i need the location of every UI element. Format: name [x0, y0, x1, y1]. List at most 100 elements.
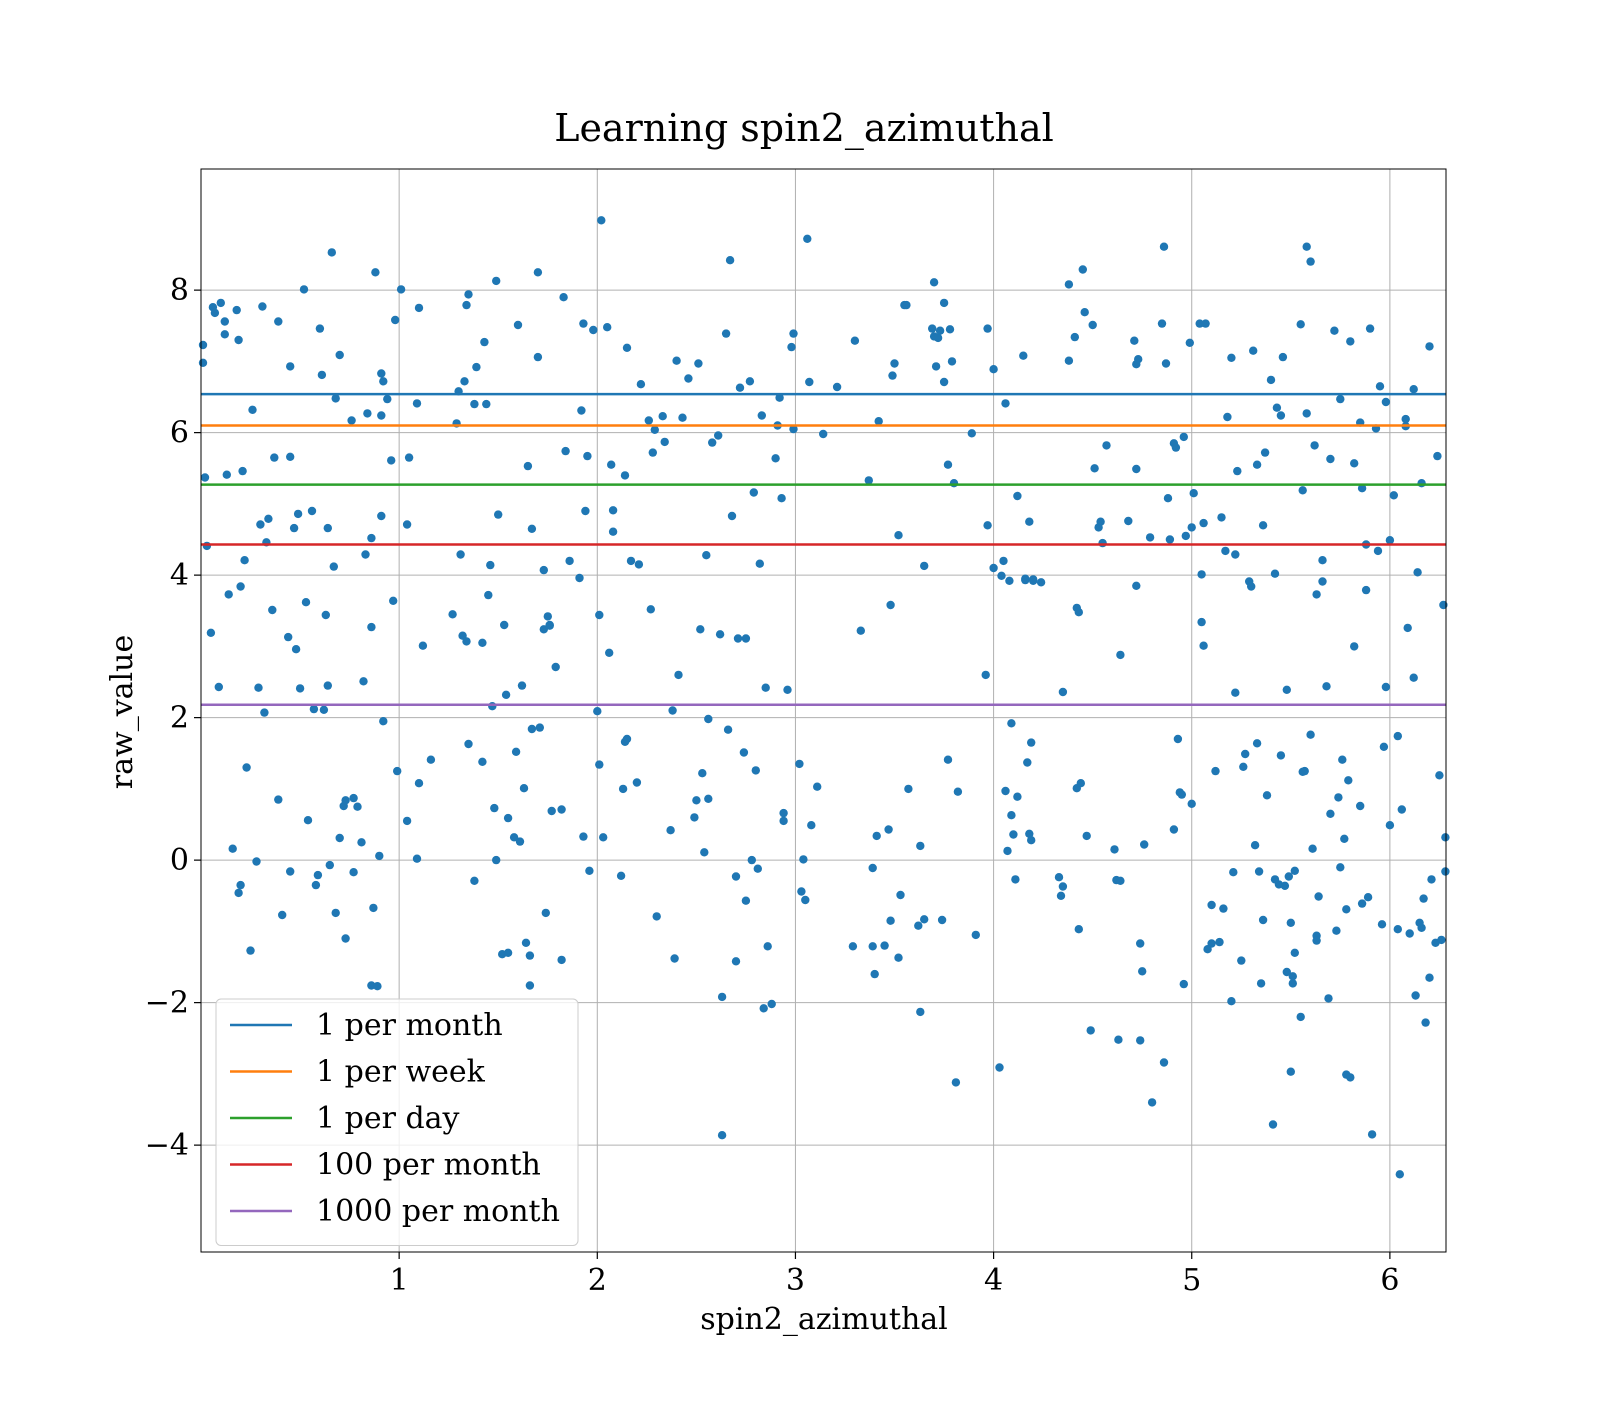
scatter-point: [1441, 867, 1450, 876]
scatter-point: [1306, 730, 1315, 739]
scatter-point: [704, 794, 713, 803]
scatter-point: [1254, 867, 1264, 876]
scatter-point: [783, 685, 792, 694]
scatter-point: [1027, 836, 1036, 845]
scatter-point: [284, 632, 293, 642]
legend-label: 1000 per month: [316, 1194, 560, 1229]
scatter-point: [325, 860, 334, 870]
scatter-point: [375, 851, 384, 861]
scatter-point: [1025, 517, 1034, 526]
scatter-point: [1357, 899, 1367, 908]
scatter-point: [1013, 792, 1022, 801]
scatter-point: [759, 1004, 768, 1013]
scatter-point: [383, 394, 392, 404]
scatter-point: [890, 359, 899, 368]
scatter-point: [472, 362, 481, 372]
scatter-point: [1231, 688, 1240, 697]
scatter-point: [832, 382, 842, 392]
scatter-point: [462, 637, 471, 646]
scatter-point: [1114, 1035, 1123, 1044]
scatter-point: [626, 556, 636, 566]
scatter-point: [482, 399, 491, 409]
scatter-point: [1179, 432, 1189, 442]
scatter-point: [1201, 319, 1210, 328]
scatter-point: [341, 934, 350, 943]
scatter-point: [1334, 793, 1343, 802]
scatter-point: [761, 683, 770, 692]
scatter-point: [616, 871, 626, 880]
scatter-point: [557, 805, 566, 814]
scatter-point: [1338, 755, 1347, 764]
scatter-point: [547, 806, 556, 816]
scatter-point: [541, 908, 550, 918]
scatter-point: [943, 460, 953, 469]
scatter-point: [741, 896, 751, 905]
scatter-point: [278, 910, 287, 920]
scatter-point: [313, 870, 323, 880]
scatter-point: [335, 833, 344, 843]
scatter-point: [503, 948, 513, 957]
scatter-point: [902, 300, 911, 310]
scatter-point: [456, 550, 465, 559]
scatter-point: [690, 813, 699, 822]
scatter-point: [1300, 766, 1309, 776]
scatter-point: [856, 626, 865, 635]
scatter-point: [747, 855, 756, 865]
scatter-point: [323, 523, 332, 533]
scatter-point: [268, 605, 277, 615]
scatter-point: [371, 268, 380, 277]
scatter-point: [777, 494, 786, 503]
scatter-point: [511, 747, 521, 756]
scatter-point: [1298, 486, 1307, 495]
scatter-point: [1140, 840, 1149, 849]
scatter-point: [515, 837, 525, 846]
scatter-point: [1027, 738, 1036, 747]
scatter-point: [894, 531, 903, 540]
scatter-point: [222, 470, 231, 479]
scatter-point: [1086, 1026, 1095, 1035]
scatter-point: [999, 556, 1008, 566]
scatter-point: [303, 816, 313, 825]
scatter-point: [753, 864, 762, 873]
scatter-point: [1397, 805, 1407, 814]
scatter-point: [478, 638, 487, 647]
scatter-point: [206, 628, 216, 637]
scatter-point: [353, 802, 362, 811]
scatter-point: [1381, 682, 1391, 692]
scatter-point: [264, 514, 273, 523]
scatter-point: [1082, 831, 1091, 841]
scatter-point: [216, 298, 225, 308]
scatter-point: [389, 596, 398, 605]
scatter-point: [884, 825, 893, 834]
scatter-point: [1377, 920, 1387, 929]
scatter-point: [739, 748, 749, 757]
scatter-point: [864, 476, 873, 485]
scatter-point: [1318, 556, 1327, 565]
scatter-point: [1342, 905, 1351, 914]
scatter-point: [872, 831, 881, 841]
scatter-point: [1276, 751, 1286, 760]
scatter-point: [1199, 641, 1208, 650]
scatter-point: [377, 511, 386, 521]
scatter-point: [636, 380, 646, 389]
scatter-point: [1312, 936, 1321, 945]
scatter-point: [1161, 359, 1171, 368]
scatter-point: [391, 315, 400, 325]
scatter-point: [698, 769, 707, 778]
scatter-point: [579, 832, 588, 841]
scatter-point: [717, 992, 727, 1002]
scatter-point: [1001, 399, 1010, 408]
scatter-point: [684, 374, 693, 383]
scatter-point: [1187, 799, 1196, 808]
scatter-point: [393, 766, 402, 776]
scatter-point: [301, 598, 311, 607]
scatter-point: [1433, 451, 1442, 461]
scatter-point: [1056, 891, 1066, 900]
scatter-point: [1405, 929, 1414, 938]
scatter-point: [937, 915, 947, 925]
scatter-point: [315, 324, 325, 333]
scatter-point: [323, 681, 332, 690]
scatter-point: [1199, 518, 1208, 528]
scatter-point: [914, 921, 923, 930]
